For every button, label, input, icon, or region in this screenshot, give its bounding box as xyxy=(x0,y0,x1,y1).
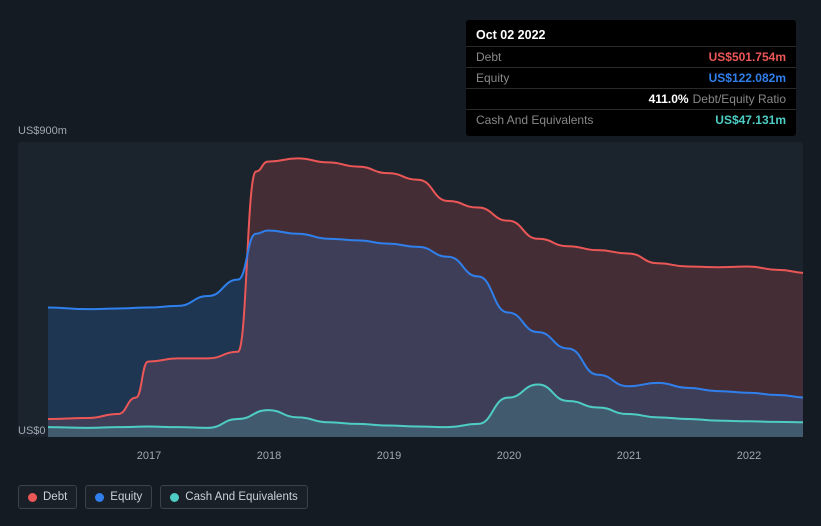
legend-item-debt[interactable]: Debt xyxy=(18,485,77,509)
x-axis-tick: 2021 xyxy=(617,450,641,462)
legend-swatch xyxy=(170,493,179,502)
tooltip-row: Equity US$122.082m xyxy=(466,67,796,88)
y-axis-min-label: US$0 xyxy=(18,425,46,437)
chart-plot-area[interactable] xyxy=(18,142,803,437)
chart-tooltip: Oct 02 2022 Debt US$501.754m Equity US$122.… xyxy=(466,20,796,136)
tooltip-row: 411.0%Debt/Equity Ratio xyxy=(466,88,796,109)
tooltip-label: Debt xyxy=(476,50,501,64)
tooltip-date: Oct 02 2022 xyxy=(466,26,796,46)
tooltip-ratio: 411.0%Debt/Equity Ratio xyxy=(649,92,786,106)
x-axis-tick: 2022 xyxy=(737,450,761,462)
legend-label: Debt xyxy=(43,491,67,503)
legend-swatch xyxy=(95,493,104,502)
y-axis-max-label: US$900m xyxy=(18,125,67,137)
chart-legend: Debt Equity Cash And Equivalents xyxy=(18,485,308,509)
debt-equity-chart: US$900m US$0 2017 2018 2019 2020 2021 2022 Oc… xyxy=(0,0,821,526)
x-axis: 2017 2018 2019 2020 2021 2022 xyxy=(0,450,821,466)
x-axis-tick: 2020 xyxy=(497,450,521,462)
legend-label: Cash And Equivalents xyxy=(185,491,298,503)
tooltip-row: Cash And Equivalents US$47.131m xyxy=(466,109,796,130)
tooltip-label: Equity xyxy=(476,71,509,85)
legend-item-equity[interactable]: Equity xyxy=(85,485,152,509)
tooltip-value: US$122.082m xyxy=(709,71,786,85)
legend-item-cash-and-equivalents[interactable]: Cash And Equivalents xyxy=(160,485,308,509)
legend-swatch xyxy=(28,493,37,502)
tooltip-row: Debt US$501.754m xyxy=(466,46,796,67)
x-axis-tick: 2017 xyxy=(137,450,161,462)
tooltip-label: Cash And Equivalents xyxy=(476,113,593,127)
tooltip-value: US$501.754m xyxy=(709,50,786,64)
x-axis-tick: 2019 xyxy=(377,450,401,462)
tooltip-value: US$47.131m xyxy=(715,113,786,127)
legend-label: Equity xyxy=(110,491,142,503)
chart-svg xyxy=(18,142,803,437)
x-axis-tick: 2018 xyxy=(257,450,281,462)
